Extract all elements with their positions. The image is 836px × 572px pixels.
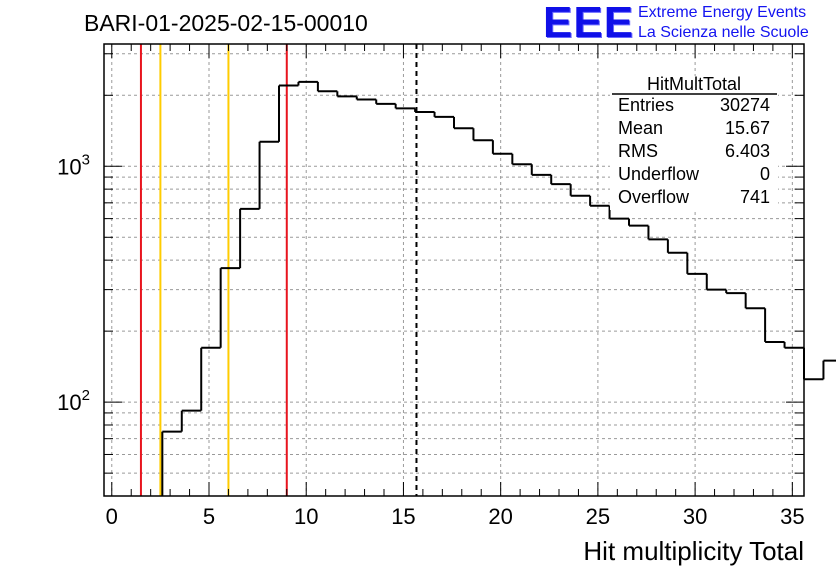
histogram-series: [161, 80, 836, 496]
eee-logo-mark: EEE: [543, 0, 635, 47]
logo-subtitle-2: La Scienza nelle Scuole: [638, 24, 809, 41]
plot-border: [103, 43, 805, 497]
eee-logo: EEE Extreme Energy Events La Scienza nel…: [543, 0, 833, 47]
plot-frame: [103, 43, 805, 497]
axis-labels: 0 5 10 15 20 25 30 35 102 103 Hit multiplicity Tot…: [57, 151, 804, 566]
y-tick-label: 102: [57, 387, 90, 415]
logo-subtitle-1: Extreme Energy Events: [638, 4, 807, 21]
x-tick-label: 15: [391, 504, 415, 529]
stats-label: Mean: [618, 118, 663, 138]
x-tick-label: 30: [683, 504, 707, 529]
stats-value: 30274: [720, 95, 770, 115]
stats-value: 6.403: [725, 141, 770, 161]
stats-label: RMS: [618, 141, 658, 161]
x-tick-label: 5: [203, 504, 215, 529]
x-tick-label: 0: [106, 504, 118, 529]
page-title: BARI-01-2025-02-15-00010: [84, 10, 368, 36]
stats-value: 741: [740, 187, 770, 207]
stats-value: 0: [760, 164, 770, 184]
stats-value: 15.67: [725, 118, 770, 138]
x-tick-label: 10: [294, 504, 318, 529]
stats-label: Underflow: [618, 164, 700, 184]
axis-ticks: [104, 44, 804, 497]
x-tick-label: 35: [780, 504, 804, 529]
marker-lines: [139, 44, 418, 496]
stats-title: HitMultTotal: [647, 74, 741, 94]
y-tick-label: 103: [57, 151, 90, 179]
stats-label: Entries: [618, 95, 674, 115]
stats-label: Overflow: [618, 187, 690, 207]
x-axis-title: Hit multiplicity Total: [583, 536, 804, 566]
x-tick-label: 20: [488, 504, 512, 529]
x-tick-label: 25: [586, 504, 610, 529]
stats-background: [610, 76, 778, 210]
